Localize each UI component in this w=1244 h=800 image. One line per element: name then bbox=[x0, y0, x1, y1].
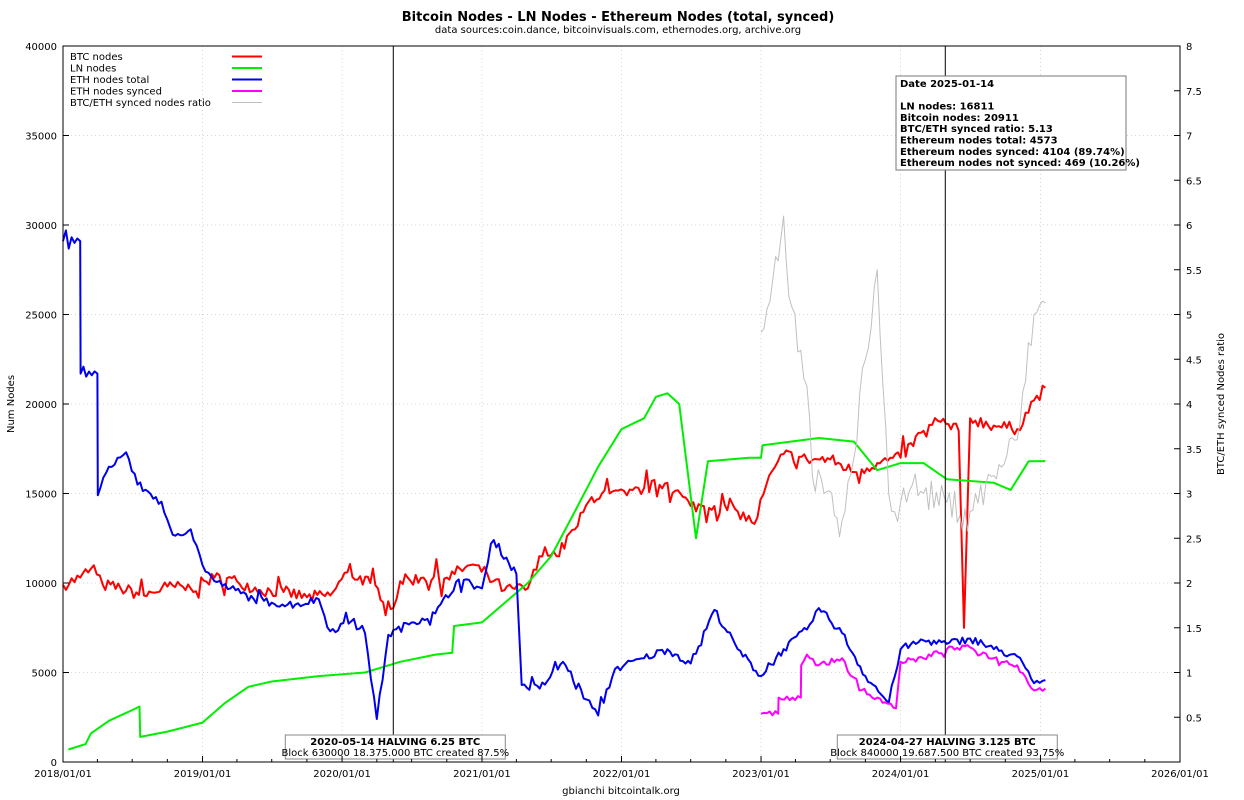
series-group bbox=[62, 215, 1047, 751]
info-line: Ethereum nodes not synced: 469 (10.26%) bbox=[900, 158, 1140, 169]
axes: 2018/01/01 2019/01/01 2020/01/01 2021/01/01… bbox=[25, 42, 1209, 780]
info-line: BTC/ETH synced ratio: 5.13 bbox=[900, 124, 1053, 135]
chart-subtitle: data sources:coin.dance, bitcoinvisuals.… bbox=[435, 25, 801, 36]
y2-tick-label: 0.5 bbox=[1186, 713, 1202, 724]
info-line: Bitcoin nodes: 20911 bbox=[900, 113, 1019, 124]
legend-label: BTC/ETH synced nodes ratio bbox=[70, 98, 211, 109]
x-tick-label: 2026/01/01 bbox=[1151, 769, 1209, 780]
halving-label-box bbox=[836, 734, 1058, 760]
legend-label: ETH nodes total bbox=[70, 75, 149, 86]
info-box-frame bbox=[895, 75, 1127, 171]
y2-tick-label: 3.5 bbox=[1186, 445, 1202, 456]
y-tick-label: 0 bbox=[51, 758, 57, 769]
y-tick-label: 30000 bbox=[25, 221, 57, 232]
x-tick-label: 2021/01/01 bbox=[453, 769, 511, 780]
halving-label-title: 2020-05-14 HALVING 6.25 BTC bbox=[310, 737, 480, 748]
info-line: Date 2025-01-14 bbox=[900, 79, 994, 90]
y-tick-label: 20000 bbox=[25, 400, 57, 411]
info-line: Ethereum nodes total: 4573 bbox=[900, 136, 1058, 147]
y2-tick-label: 5.5 bbox=[1186, 266, 1202, 277]
y-tick-label: 10000 bbox=[25, 579, 57, 590]
series-line-btc-eth-synced-nodes-ratio bbox=[760, 215, 1046, 538]
x-tick-label: 2020/01/01 bbox=[313, 769, 371, 780]
y2-tick-label: 5 bbox=[1186, 311, 1192, 322]
x-tick-label: 2019/01/01 bbox=[174, 769, 232, 780]
credit-label: gbianchi bitcointalk.org bbox=[562, 786, 680, 797]
info-line: Ethereum nodes synced: 4104 (89.74%) bbox=[900, 147, 1125, 158]
y2-tick-label: 7.5 bbox=[1186, 87, 1202, 98]
halving-label-subtitle: Block 630000 18.375.000 BTC created 87.5… bbox=[281, 748, 509, 759]
y2-tick-label: 1 bbox=[1186, 669, 1192, 680]
series-line-eth-nodes-total bbox=[62, 229, 1046, 720]
y2-tick-label: 2 bbox=[1186, 579, 1192, 590]
series-line-eth-nodes-synced bbox=[760, 644, 1047, 717]
legend-label: BTC nodes bbox=[70, 52, 123, 63]
y-tick-label: 5000 bbox=[32, 669, 57, 680]
halving-label-box bbox=[284, 734, 506, 760]
legend-label: LN nodes bbox=[70, 64, 116, 75]
chart-title: Bitcoin Nodes - LN Nodes - Ethereum Node… bbox=[402, 10, 835, 25]
y2-tick-label: 3 bbox=[1186, 490, 1192, 501]
halving-label-title: 2024-04-27 HALVING 3.125 BTC bbox=[859, 737, 1036, 748]
y2-tick-label: 6.5 bbox=[1186, 176, 1202, 187]
x-tick-label: 2018/01/01 bbox=[34, 769, 92, 780]
y-tick-label: 35000 bbox=[25, 132, 57, 143]
y2-tick-label: 4 bbox=[1186, 400, 1192, 411]
y2-tick-label: 2.5 bbox=[1186, 534, 1202, 545]
y-tick-label: 40000 bbox=[25, 42, 57, 53]
series-line-ln-nodes bbox=[68, 392, 1046, 751]
series-line-btc-nodes bbox=[62, 384, 1046, 629]
legend-label: ETH nodes synced bbox=[70, 87, 162, 98]
y2-tick-label: 1.5 bbox=[1186, 624, 1202, 635]
x-tick-label: 2024/01/01 bbox=[872, 769, 930, 780]
info-line: LN nodes: 16811 bbox=[900, 102, 994, 113]
x-tick-label: 2025/01/01 bbox=[1012, 769, 1070, 780]
x-tick-label: 2022/01/01 bbox=[593, 769, 651, 780]
plot-frame bbox=[62, 45, 1181, 763]
y-tick-label: 15000 bbox=[25, 490, 57, 501]
x-tick-label: 2023/01/01 bbox=[732, 769, 790, 780]
halving-label-subtitle: Block 840000 19.687.500 BTC created 93.7… bbox=[830, 748, 1064, 759]
y2-tick-label: 4.5 bbox=[1186, 355, 1202, 366]
y2-tick-label: 8 bbox=[1186, 42, 1192, 53]
y2-tick-label: 6 bbox=[1186, 221, 1192, 232]
y2-axis-label: BTC/ETH synced Nodes ratio bbox=[1216, 333, 1227, 475]
y-tick-label: 25000 bbox=[25, 311, 57, 322]
y2-tick-label: 7 bbox=[1186, 132, 1192, 143]
y-axis-label: Num Nodes bbox=[6, 375, 17, 433]
